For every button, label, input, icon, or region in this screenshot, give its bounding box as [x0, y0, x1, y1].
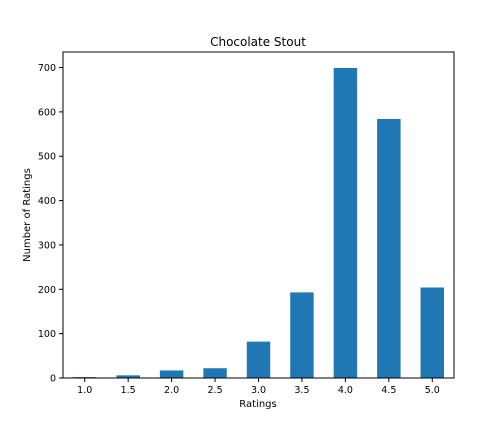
y-axis-ticks: 0 100 200 300 400 500 600 700: [38, 63, 63, 385]
x-tick-label: 2.5: [208, 385, 223, 396]
bar-3.5: [290, 292, 314, 378]
bar-2.5: [203, 368, 227, 378]
y-tick-label: 0: [50, 374, 56, 385]
bar-4.5: [377, 118, 401, 378]
x-tick-label: 2.0: [164, 385, 179, 396]
plot-frame: [62, 51, 455, 379]
y-tick-label: 300: [38, 240, 56, 251]
y-tick-label: 500: [38, 152, 56, 163]
x-tick-label: 3.0: [251, 385, 266, 396]
y-tick-label: 200: [38, 285, 56, 296]
x-tick-label: 3.5: [294, 385, 309, 396]
bar-3.0: [246, 341, 271, 378]
x-tick-label: 1.5: [121, 385, 136, 396]
x-tick-label: 1.0: [77, 385, 92, 396]
x-axis-label: Ratings: [239, 399, 276, 410]
y-tick-label: 100: [38, 329, 56, 340]
x-axis-ticks: 1.0 1.5 2.0 2.5 3.0 3.5 4.0 4.5 5.0: [77, 378, 440, 396]
bar-2.0: [159, 370, 184, 378]
x-tick-label: 5.0: [425, 385, 440, 396]
x-tick-label: 4.5: [381, 385, 396, 396]
bar-1.5: [116, 375, 140, 378]
chart-title: Chocolate Stout: [210, 35, 306, 49]
bar-4.0: [333, 67, 358, 378]
y-tick-label: 400: [38, 196, 56, 207]
y-tick-label: 700: [38, 63, 56, 74]
y-axis-label: Number of Ratings: [22, 168, 33, 262]
x-tick-label: 4.0: [338, 385, 353, 396]
y-tick-label: 600: [38, 107, 56, 118]
bar-5.0: [420, 287, 445, 378]
bars-group: [72, 67, 445, 378]
